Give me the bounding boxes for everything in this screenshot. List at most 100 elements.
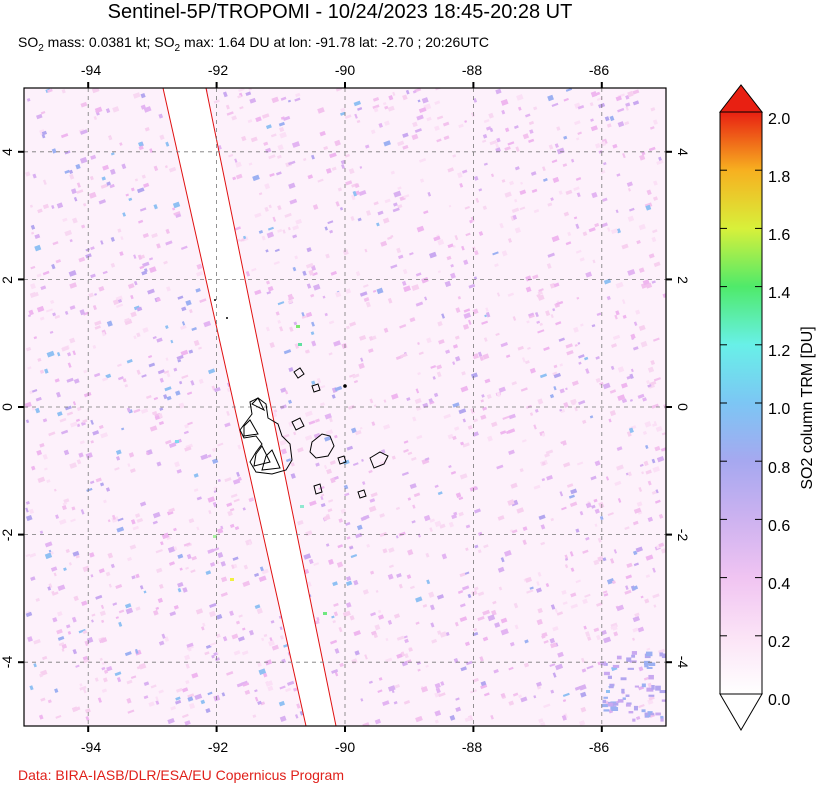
so2-pixel	[540, 541, 546, 546]
so2-pixel	[576, 137, 580, 141]
so2-pixel	[72, 550, 80, 557]
so2-pixel	[504, 127, 510, 133]
lat-label-right: -2	[675, 529, 691, 542]
so2-pixel	[128, 452, 135, 458]
so2-pixel	[124, 384, 129, 388]
so2-pixel	[575, 579, 581, 584]
so2-pixel	[304, 410, 313, 417]
so2-pixel	[647, 480, 652, 486]
so2-pixel-high	[323, 612, 327, 615]
so2-pixel-high	[298, 343, 302, 346]
so2-pixel	[595, 91, 601, 96]
so2-pixel	[615, 209, 619, 214]
so2-pixel	[582, 231, 588, 237]
so2-pixel	[646, 380, 650, 385]
so2-pixel	[627, 215, 635, 222]
so2-pixel	[105, 487, 111, 492]
so2-pixel	[277, 319, 281, 324]
so2-pixel	[336, 561, 344, 568]
so2-pixel	[215, 633, 221, 639]
so2-pixel	[508, 449, 515, 456]
so2-pixel	[301, 311, 305, 318]
so2-pixel	[520, 387, 528, 392]
so2-pixel	[232, 556, 239, 561]
so2-pixel	[288, 182, 296, 190]
so2-pixel	[306, 283, 312, 289]
so2-pixel	[525, 275, 532, 282]
so2-pixel	[406, 397, 411, 402]
so2-pixel	[136, 187, 145, 194]
so2-pixel	[95, 477, 102, 483]
so2-pixel	[537, 571, 542, 577]
so2-pixel	[108, 136, 112, 141]
so2-pixel	[585, 368, 590, 374]
so2-pixel	[455, 706, 462, 713]
so2-pixel	[655, 712, 661, 716]
so2-pixel	[163, 260, 168, 265]
so2-pixel	[486, 393, 492, 399]
so2-pixel	[585, 502, 592, 509]
so2-pixel	[357, 217, 362, 222]
so2-pixel	[121, 427, 125, 431]
so2-pixel	[69, 337, 76, 344]
so2-pixel	[166, 395, 172, 401]
so2-pixel	[485, 311, 491, 318]
so2-pixel	[73, 196, 78, 202]
so2-pixel	[128, 197, 133, 202]
so2-pixel	[280, 387, 287, 393]
so2-pixel	[534, 408, 539, 413]
so2-pixel	[271, 644, 279, 651]
so2-pixel	[352, 462, 359, 466]
so2-pixel-high	[296, 325, 300, 328]
so2-pixel	[251, 267, 257, 272]
so2-pixel	[653, 180, 658, 186]
so2-pixel	[25, 611, 33, 618]
so2-pixel	[78, 256, 86, 263]
so2-pixel	[175, 696, 181, 701]
so2-pixel	[94, 106, 103, 114]
so2-pixel	[617, 107, 625, 113]
so2-pixel	[559, 363, 564, 367]
so2-pixel	[375, 589, 379, 593]
so2-pixel	[232, 176, 237, 181]
so2-pixel	[626, 657, 632, 662]
so2-pixel	[216, 560, 220, 565]
so2-pixel	[520, 181, 524, 185]
so2-pixel	[236, 471, 241, 477]
lon-label-bottom: -92	[208, 739, 228, 755]
colorbar-tick-label: 1.8	[768, 169, 790, 186]
so2-pixel	[126, 407, 131, 413]
so2-pixel	[133, 305, 141, 311]
so2-pixel	[409, 252, 414, 256]
so2-pixel	[591, 191, 598, 199]
so2-pixel	[265, 680, 274, 687]
so2-pixel	[583, 625, 587, 630]
so2-pixel	[191, 672, 199, 679]
so2-pixel	[265, 326, 270, 332]
so2-pixel	[483, 162, 488, 166]
so2-pixel	[436, 371, 442, 378]
so2-pixel	[501, 179, 506, 183]
so2-pixel	[41, 655, 48, 661]
so2-pixel	[497, 515, 505, 521]
so2-pixel	[222, 636, 228, 642]
so2-pixel	[64, 150, 71, 155]
so2-pixel	[387, 619, 393, 625]
mass-text: mass: 0.0381 kt;	[43, 34, 155, 50]
so2-pixel	[350, 427, 357, 434]
colorbar-tick-label: 0.6	[768, 518, 790, 535]
so2-pixel	[287, 226, 291, 231]
so2-pixel	[567, 231, 572, 237]
so2-pixel	[158, 413, 163, 419]
so2-pixel	[129, 468, 136, 474]
so2-pixel	[565, 343, 573, 349]
so2-pixel	[140, 408, 149, 414]
so2-pixel	[625, 106, 629, 111]
so2-pixel	[30, 576, 36, 582]
so2-pixel	[433, 392, 439, 398]
so2-pixel	[397, 186, 402, 190]
so2-pixel	[418, 351, 424, 356]
so2-pixel	[247, 119, 253, 124]
so2-pixel	[334, 671, 339, 677]
